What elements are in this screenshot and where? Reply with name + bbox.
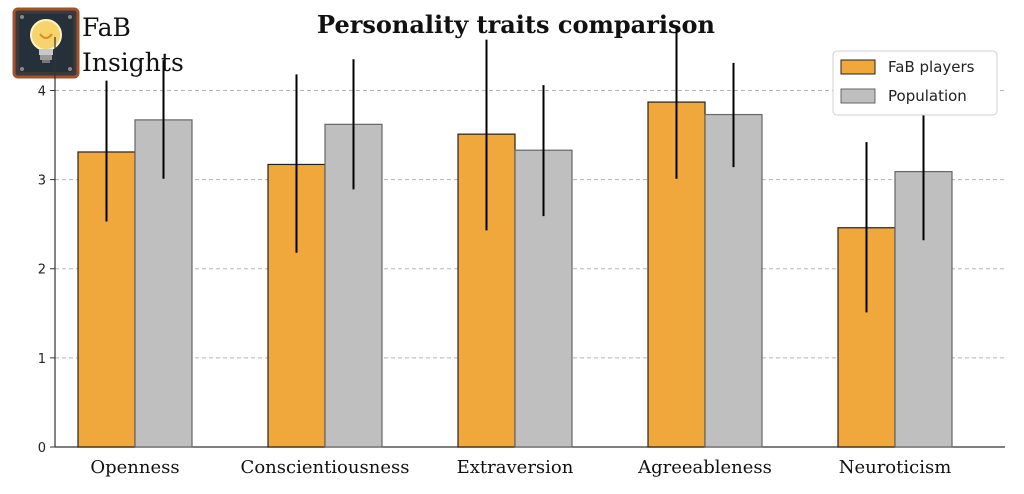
x-tick-label: Agreeableness [637,457,772,478]
legend-swatch [840,88,876,104]
y-tick-label: 1 [38,352,46,367]
y-tick-label: 0 [38,441,46,456]
x-tick-label: Openness [90,457,179,478]
x-tick-label: Neuroticism [839,457,952,478]
chart-title: Personality traits comparison [317,10,715,39]
brand-name-line1: FaB [82,13,131,42]
y-tick-label: 4 [38,84,46,99]
x-tick-label: Extraversion [457,457,574,478]
bar-population [704,113,763,448]
legend-swatch [840,59,876,75]
brand-name-line2: Insights [82,48,184,77]
x-tick-label: Conscientiousness [241,457,410,478]
legend-label: FaB players [888,58,975,76]
legend: FaB players Population [832,50,998,116]
bar-population [894,170,953,448]
lightbulb-icon [12,7,80,79]
brand-logo: FaB Insights [12,7,184,79]
legend-label: Population [888,87,967,105]
y-tick-label: 3 [38,174,46,189]
y-tick-label: 2 [38,263,46,278]
